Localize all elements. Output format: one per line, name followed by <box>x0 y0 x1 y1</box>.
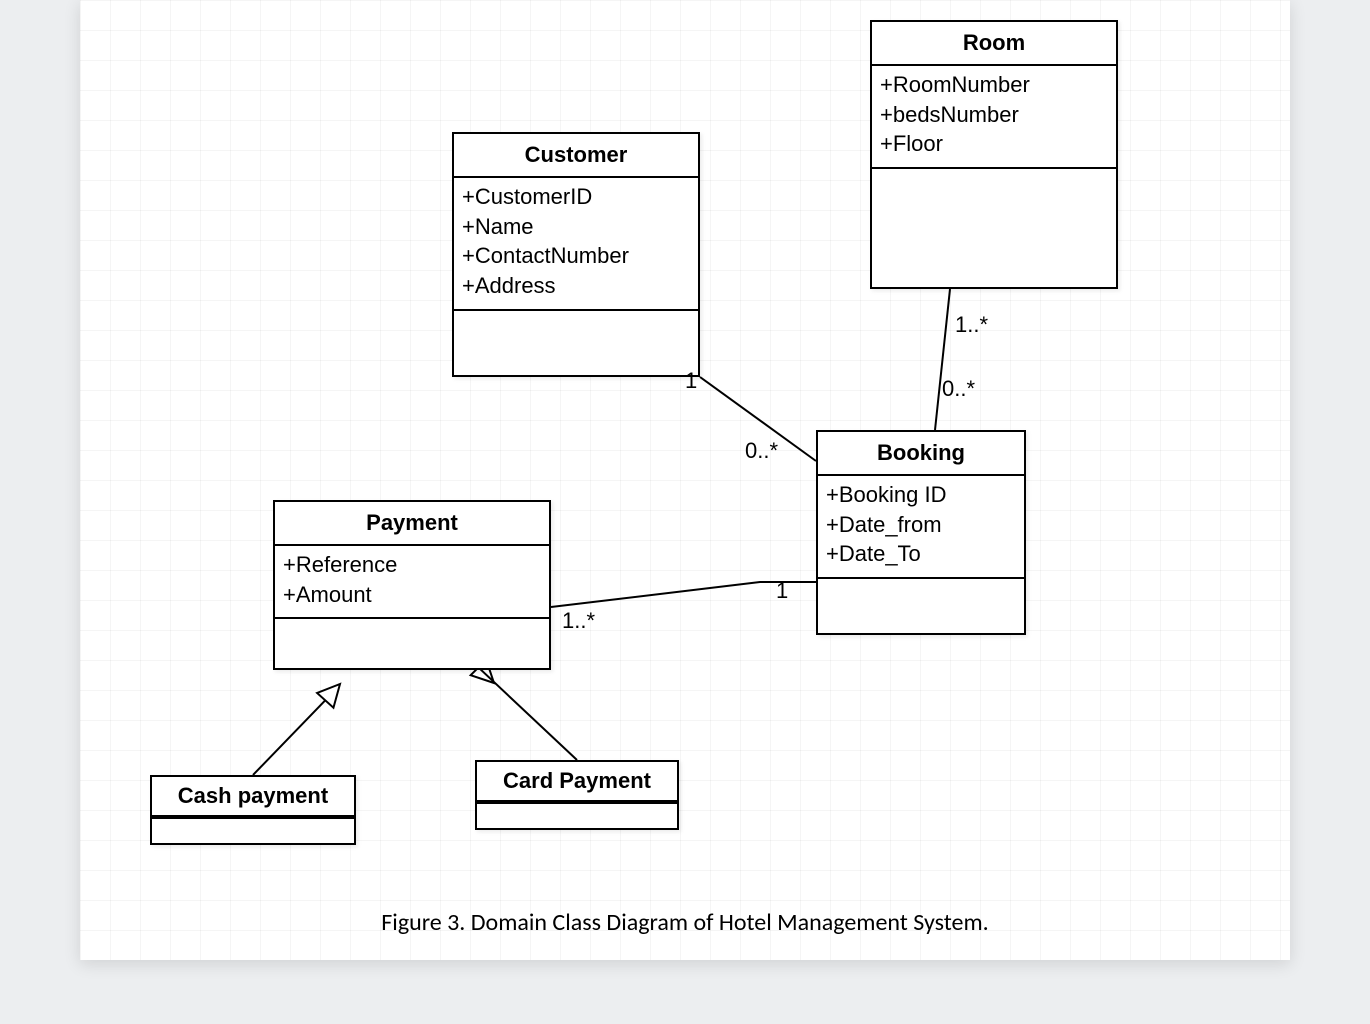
class-card-payment-ops <box>477 804 677 818</box>
class-customer: Customer +CustomerID +Name +ContactNumbe… <box>452 132 700 377</box>
class-cash-payment: Cash payment <box>150 775 356 845</box>
class-cash-payment-ops <box>152 819 354 833</box>
class-room: Room +RoomNumber +bedsNumber +Floor <box>870 20 1118 289</box>
class-booking-ops <box>818 579 1024 609</box>
multiplicity-label: 1..* <box>562 608 595 634</box>
class-customer-title: Customer <box>454 134 698 178</box>
class-payment-attrs: +Reference +Amount <box>275 546 549 619</box>
class-room-ops <box>872 169 1116 279</box>
multiplicity-label: 1..* <box>955 312 988 338</box>
figure-caption: Figure 3. Domain Class Diagram of Hotel … <box>80 908 1290 937</box>
multiplicity-label: 0..* <box>745 438 778 464</box>
class-customer-ops <box>454 311 698 353</box>
class-booking: Booking +Booking ID +Date_from +Date_To <box>816 430 1026 635</box>
class-booking-attrs: +Booking ID +Date_from +Date_To <box>818 476 1024 579</box>
multiplicity-label: 0..* <box>942 376 975 402</box>
multiplicity-label: 1 <box>685 368 697 394</box>
class-customer-attrs: +CustomerID +Name +ContactNumber +Addres… <box>454 178 698 311</box>
class-card-payment-title: Card Payment <box>477 762 677 802</box>
multiplicity-label: 1 <box>776 578 788 604</box>
class-card-payment: Card Payment <box>475 760 679 830</box>
class-room-attrs: +RoomNumber +bedsNumber +Floor <box>872 66 1116 169</box>
class-booking-title: Booking <box>818 432 1024 476</box>
class-room-title: Room <box>872 22 1116 66</box>
class-payment-title: Payment <box>275 502 549 546</box>
diagram-page: Room +RoomNumber +bedsNumber +Floor Cust… <box>80 0 1290 960</box>
class-cash-payment-title: Cash payment <box>152 777 354 817</box>
class-payment: Payment +Reference +Amount <box>273 500 551 670</box>
class-payment-ops <box>275 619 549 655</box>
